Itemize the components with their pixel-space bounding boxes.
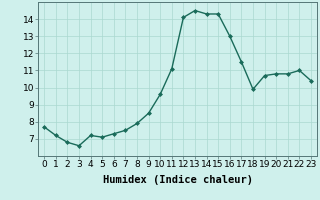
X-axis label: Humidex (Indice chaleur): Humidex (Indice chaleur) <box>103 175 252 185</box>
